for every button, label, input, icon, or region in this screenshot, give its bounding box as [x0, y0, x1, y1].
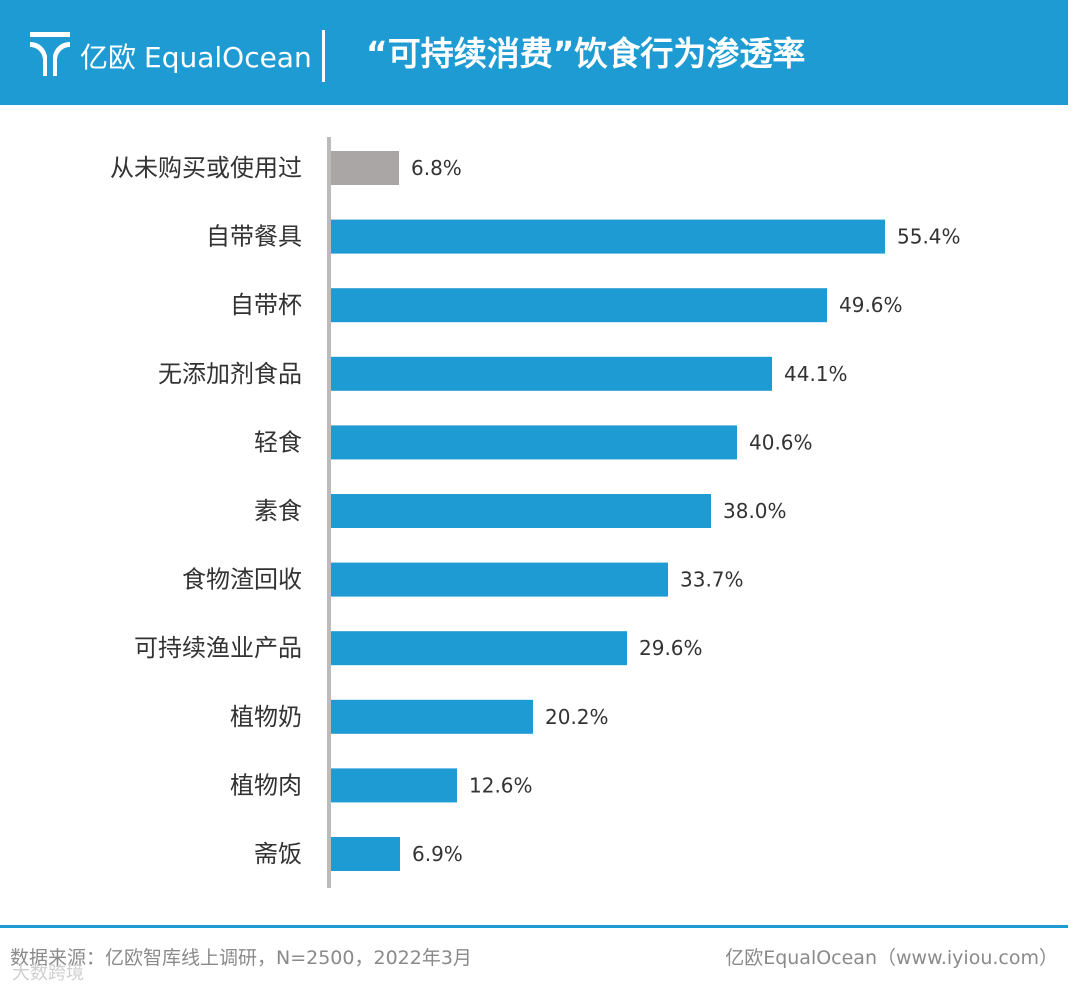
bar-8 [331, 699, 533, 734]
bar-6 [331, 562, 668, 597]
value-label: 33.7% [680, 568, 744, 592]
category-label: 素食 [254, 497, 302, 525]
bar-10 [331, 837, 400, 871]
value-label: 38.0% [723, 499, 787, 523]
bar-4 [331, 425, 737, 460]
bar-chart: 从未购买或使用过 6.8% 自带餐具 55.4% 自带杯 49.6% 无添加剂食品 44.1%… [110, 137, 961, 888]
value-label: 12.6% [469, 773, 533, 797]
bar-9 [331, 768, 457, 803]
bar-5 [331, 494, 711, 528]
category-label: 植物奶 [230, 703, 302, 731]
chart-title: “可持续消费”饮食行为渗透率 [366, 34, 806, 73]
value-label: 44.1% [784, 362, 848, 386]
data-source-note: 数据来源：亿欧智库线上调研，N=2500，2022年3月 [10, 947, 472, 969]
bar-3 [331, 356, 772, 391]
footer-credit: 亿欧EqualOcean（www.iyiou.com） [725, 947, 1058, 969]
bar-2 [331, 288, 827, 323]
category-label: 自带餐具 [206, 223, 302, 251]
category-label: 食物渣回收 [182, 566, 302, 594]
category-label: 可持续渔业产品 [134, 634, 302, 662]
category-label: 斋饭 [254, 840, 302, 868]
category-label: 轻食 [254, 428, 302, 456]
value-label: 6.8% [411, 156, 462, 180]
value-label: 29.6% [639, 636, 703, 660]
bar-0 [331, 151, 399, 185]
watermark-text: 大数跨境 [12, 963, 84, 984]
value-label: 6.9% [412, 842, 463, 866]
category-label: 无添加剂食品 [158, 360, 302, 388]
header-divider [322, 30, 325, 82]
bar-1 [331, 219, 885, 254]
category-label: 自带杯 [230, 291, 302, 319]
category-label: 植物肉 [230, 771, 302, 799]
value-label: 20.2% [545, 705, 609, 729]
value-label: 40.6% [749, 430, 813, 454]
equalocean-logo-icon [30, 32, 70, 76]
bar-7 [331, 631, 627, 666]
logo-chinese-text: 亿欧 [80, 41, 137, 74]
logo-english-text: EqualOcean [144, 41, 312, 74]
footer-divider [0, 925, 1068, 928]
category-label: 从未购买或使用过 [110, 154, 302, 182]
value-label: 49.6% [839, 293, 903, 317]
value-label: 55.4% [897, 225, 961, 249]
header-banner: 亿欧 EqualOcean “可持续消费”饮食行为渗透率 [0, 0, 1068, 105]
